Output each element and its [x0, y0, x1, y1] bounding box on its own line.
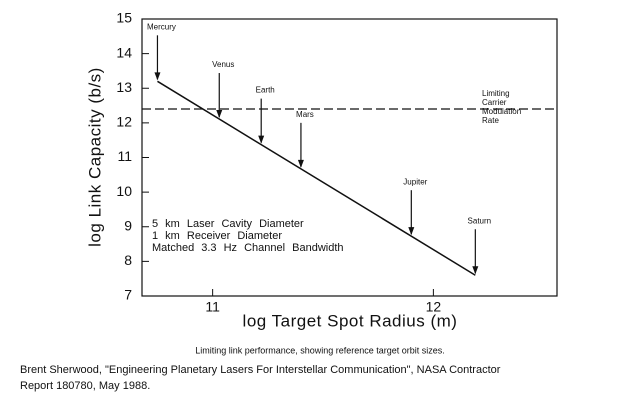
y-tick-label: 15: [116, 10, 132, 26]
citation-line: Report 180780, May 1988.: [20, 380, 150, 392]
arrow-head: [297, 159, 304, 168]
y-tick-label: 9: [124, 217, 132, 233]
plot-frame: [141, 18, 558, 297]
y-axis-label: log Link Capacity (b/s): [85, 67, 104, 247]
y-tick-label: 14: [116, 44, 132, 60]
reference-label: Carrier: [482, 98, 507, 107]
reference-label: Rate: [482, 116, 499, 125]
citation-line: Brent Sherwood, "Engineering Planetary L…: [20, 364, 501, 376]
caption: Limiting link performance, showing refer…: [195, 345, 445, 355]
arrow-head: [408, 227, 415, 236]
x-tick-label: 12: [426, 299, 442, 315]
reference-label: Limiting: [482, 89, 510, 98]
marker-label: Mars: [296, 110, 314, 119]
arrow-head: [472, 266, 479, 275]
y-tick-label: 10: [116, 183, 132, 199]
data-line: [157, 80, 476, 276]
y-tick-label: 13: [116, 79, 132, 95]
y-tick-label: 8: [124, 252, 132, 268]
reference-label: Modulation: [482, 107, 521, 116]
y-tick-label: 12: [116, 114, 132, 130]
inset-text: 1 km Receiver Diameter: [152, 230, 282, 242]
arrow-head: [216, 110, 223, 119]
x-axis-label: log Target Spot Radius (m): [243, 311, 458, 330]
marker-label: Venus: [212, 60, 234, 69]
y-tick-label: 11: [117, 148, 132, 164]
arrow-head: [258, 135, 265, 144]
marker-label: Saturn: [468, 216, 492, 225]
inset-text: Matched 3.3 Hz Channel Bandwidth: [152, 242, 344, 254]
marker-label: Earth: [256, 86, 275, 95]
inset-text: 5 km Laser Cavity Diameter: [152, 218, 304, 230]
arrow-head: [154, 72, 161, 81]
marker-label: Mercury: [147, 22, 176, 31]
y-tick-label: 7: [124, 287, 132, 303]
x-tick-label: 11: [205, 299, 220, 315]
marker-label: Jupiter: [403, 177, 427, 186]
